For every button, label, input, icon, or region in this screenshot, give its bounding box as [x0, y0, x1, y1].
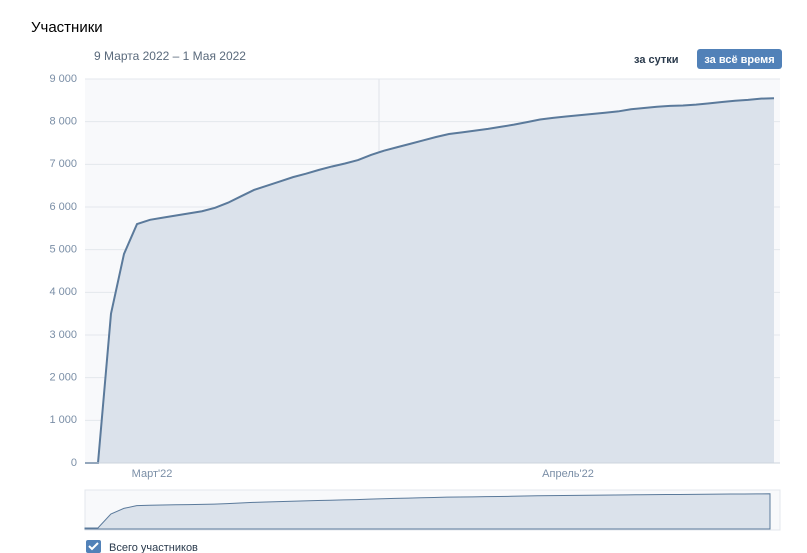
y-tick-label: 4 000 — [49, 286, 77, 298]
y-tick-label: 9 000 — [49, 73, 77, 85]
y-tick-label: 8 000 — [49, 116, 77, 128]
y-tick-label: 0 — [71, 457, 77, 469]
y-tick-label: 5 000 — [49, 244, 77, 256]
y-tick-label: 1 000 — [49, 414, 77, 426]
y-tick-label: 2 000 — [49, 372, 77, 384]
area-line — [85, 97, 775, 464]
page-title: Участники — [31, 19, 103, 36]
period: 9 Марта 2022 – 1 Мая 2022 — [94, 49, 246, 63]
y-tick-label: 3 000 — [49, 329, 77, 341]
x-tick-label: Апрель'22 — [542, 468, 594, 480]
navigator-area — [84, 493, 771, 530]
x-tick-label: Март'22 — [132, 468, 173, 480]
y-tick-label: 6 000 — [49, 201, 77, 213]
all-time-button-label[interactable]: за всё время — [704, 54, 774, 66]
check — [88, 542, 99, 551]
day-button[interactable]: за сутки — [634, 54, 679, 66]
all-time-button[interactable] — [697, 49, 782, 69]
legend-label[interactable]: Всего участников — [109, 542, 198, 553]
y-tick-label: 7 000 — [49, 158, 77, 170]
